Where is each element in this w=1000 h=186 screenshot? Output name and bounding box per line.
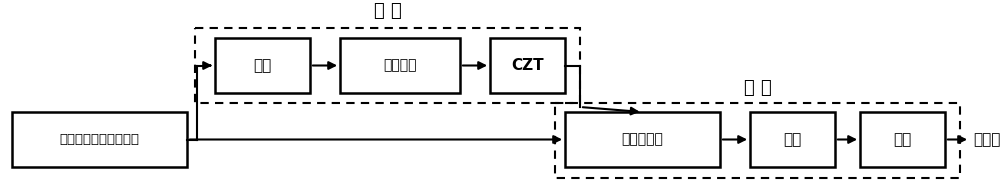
Text: 数字下变频: 数字下变频: [622, 132, 663, 147]
Text: 判极: 判极: [893, 132, 912, 147]
Bar: [565, 112, 720, 167]
Text: 判 极: 判 极: [744, 79, 771, 97]
Bar: [750, 112, 835, 167]
Text: 谱图: 谱图: [253, 58, 272, 73]
Text: 数字中频信道化接收机: 数字中频信道化接收机: [60, 133, 140, 146]
Text: 再检码: 再检码: [973, 132, 1000, 147]
Text: 测 频: 测 频: [374, 2, 401, 20]
Bar: [490, 38, 565, 93]
Bar: [12, 112, 187, 167]
Bar: [860, 112, 945, 167]
Text: 平方倍频: 平方倍频: [383, 59, 417, 73]
Bar: [340, 38, 460, 93]
Text: CZT: CZT: [511, 58, 544, 73]
Bar: [555, 103, 960, 178]
Bar: [215, 38, 310, 93]
Bar: [195, 28, 580, 103]
Text: 合并: 合并: [783, 132, 802, 147]
